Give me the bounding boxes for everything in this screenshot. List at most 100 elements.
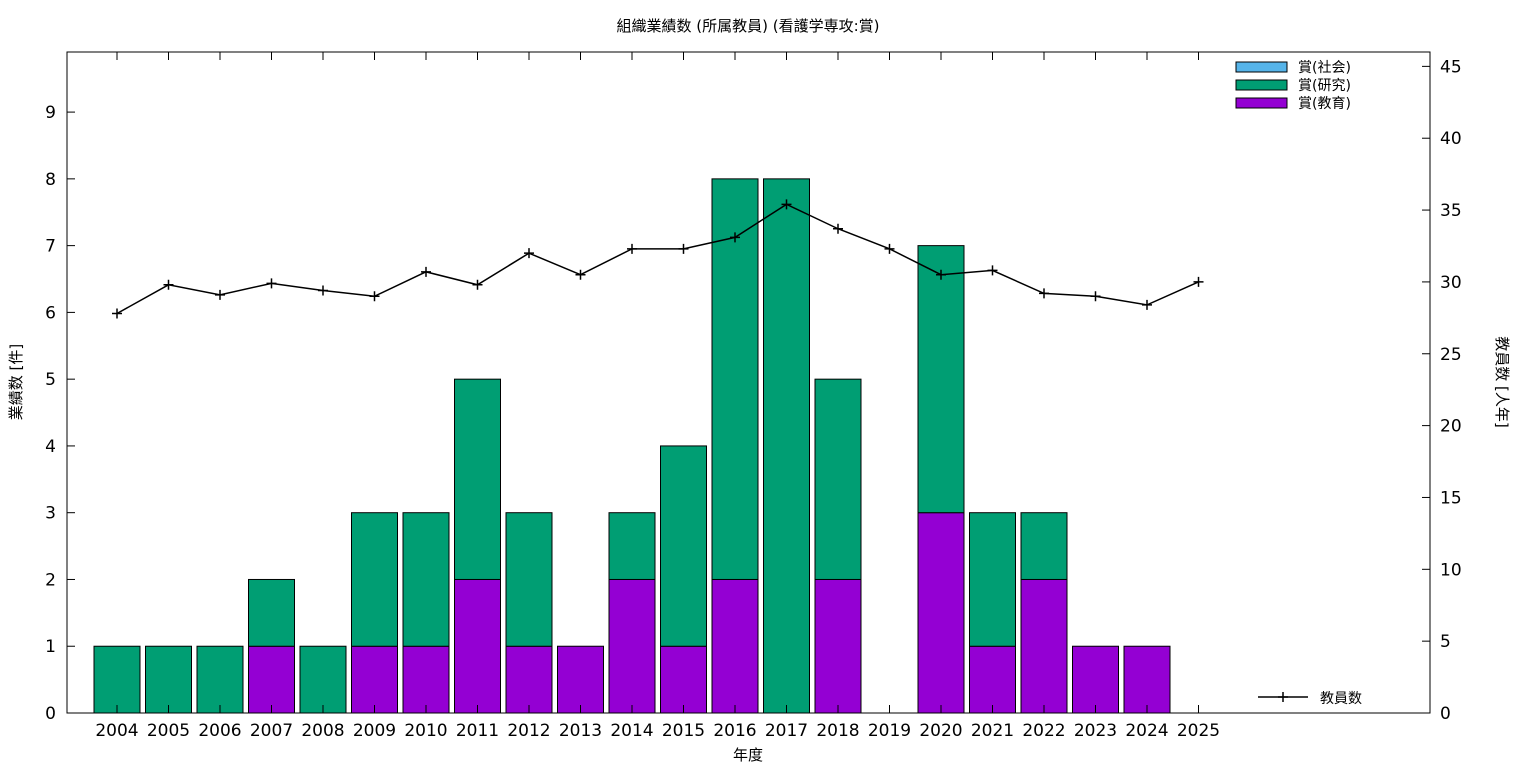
line-point xyxy=(730,232,740,243)
bar-segment xyxy=(660,645,707,714)
chart-title: 組織業績数 (所属教員) (看護学専攻:賞) xyxy=(617,17,880,35)
y2-tick-label: 45 xyxy=(1440,57,1462,77)
bar-segment xyxy=(505,512,553,647)
legend-swatch xyxy=(1235,61,1288,73)
line-point xyxy=(1193,276,1204,287)
x-tick-label: 2010 xyxy=(404,721,447,741)
y2-tick-label: 40 xyxy=(1440,129,1462,149)
y-tick-label: 7 xyxy=(45,237,56,257)
y2-tick-label: 15 xyxy=(1440,488,1462,508)
line-point xyxy=(1039,288,1049,299)
y2-tick-label: 35 xyxy=(1440,201,1462,221)
line-layer xyxy=(112,199,1204,319)
x-tick-label: 2009 xyxy=(353,721,396,741)
legend-label: 賞(研究) xyxy=(1298,78,1351,94)
y-tick-label: 3 xyxy=(45,504,56,524)
line-point xyxy=(936,269,946,280)
y-tick-label: 8 xyxy=(45,170,56,190)
bar-segment xyxy=(1020,512,1068,580)
bar-segment xyxy=(196,645,244,714)
line-point xyxy=(266,278,277,289)
bar-segment xyxy=(711,578,759,714)
line-point xyxy=(163,279,174,290)
line-point xyxy=(884,243,895,254)
legend-label: 教員数 xyxy=(1320,691,1362,707)
line-point xyxy=(318,285,328,296)
plot-frame xyxy=(66,51,1431,714)
bar-segment xyxy=(969,645,1016,714)
line-point xyxy=(112,308,122,319)
y2-tick-label: 0 xyxy=(1440,704,1451,724)
x-tick-label: 2021 xyxy=(971,721,1014,741)
x-tick-label: 2006 xyxy=(198,721,241,741)
legend-label: 賞(教育) xyxy=(1298,96,1351,112)
x-tick-label: 2016 xyxy=(713,721,756,741)
bar-segment xyxy=(351,645,398,714)
legend-swatch xyxy=(1235,79,1288,91)
y-tick-label: 6 xyxy=(45,303,56,323)
bar-segment xyxy=(917,512,965,714)
y2-tick-label: 10 xyxy=(1440,560,1462,580)
y-tick-label: 0 xyxy=(45,704,56,724)
line-point xyxy=(369,291,380,302)
bar-segment xyxy=(299,645,347,714)
x-axis-label: 年度 xyxy=(733,746,763,764)
y-tick-label: 9 xyxy=(45,103,56,123)
y2-tick-label: 30 xyxy=(1440,273,1462,293)
bar-segment xyxy=(660,445,707,647)
bar-segment xyxy=(145,645,192,714)
x-tick-label: 2011 xyxy=(456,721,499,741)
line-point xyxy=(472,279,483,290)
bar-segment xyxy=(505,645,553,714)
x-tick-label: 2025 xyxy=(1177,721,1220,741)
bar-segment xyxy=(454,578,501,714)
line-point xyxy=(627,243,637,254)
y-tick-label: 2 xyxy=(45,570,56,590)
x-tick-label: 2024 xyxy=(1125,721,1168,741)
y2-axis-label: 教員数 [人年] xyxy=(1493,336,1511,427)
x-tick-label: 2012 xyxy=(507,721,550,741)
bar-segment xyxy=(402,512,450,647)
x-tick-label: 2017 xyxy=(765,721,808,741)
bar-segment xyxy=(608,512,656,580)
line-point xyxy=(987,265,998,276)
y2-tick-label: 20 xyxy=(1440,417,1462,437)
line-series xyxy=(116,203,1199,315)
x-tick-label: 2018 xyxy=(816,721,859,741)
x-tick-label: 2014 xyxy=(610,721,653,741)
line-point xyxy=(575,269,586,280)
bar-segment xyxy=(814,578,862,714)
y2-tick-label: 25 xyxy=(1440,345,1462,365)
x-tick-label: 2022 xyxy=(1022,721,1065,741)
bar-segment xyxy=(1020,578,1068,714)
legend: 賞(社会) 賞(研究) 賞(教育) 教員数 xyxy=(1235,60,1362,707)
line-point xyxy=(781,199,792,210)
line-point xyxy=(421,266,431,277)
x-tick-label: 2019 xyxy=(868,721,911,741)
bar-segment xyxy=(1123,645,1171,714)
y2-tick-label: 5 xyxy=(1440,632,1451,652)
bar-segment xyxy=(351,512,398,647)
bar-segment xyxy=(402,645,450,714)
bar-segment xyxy=(969,512,1016,647)
bar-segment xyxy=(248,578,295,647)
line-point xyxy=(678,243,689,254)
bar-segment xyxy=(814,378,862,580)
bar-segment xyxy=(917,245,965,514)
legend-swatch xyxy=(1235,97,1288,109)
y-tick-label: 1 xyxy=(45,637,56,657)
line-point xyxy=(215,289,225,300)
x-tick-label: 2007 xyxy=(250,721,293,741)
bar-segment xyxy=(608,578,656,714)
x-tick-label: 2005 xyxy=(147,721,190,741)
x-tick-label: 2020 xyxy=(919,721,962,741)
x-tick-label: 2023 xyxy=(1074,721,1117,741)
x-tick-label: 2004 xyxy=(95,721,138,741)
legend-line-marker xyxy=(1278,692,1288,702)
y-tick-label: 5 xyxy=(45,370,56,390)
line-point xyxy=(524,248,534,259)
bar-segment xyxy=(1072,645,1119,714)
legend-label: 賞(社会) xyxy=(1298,60,1351,76)
